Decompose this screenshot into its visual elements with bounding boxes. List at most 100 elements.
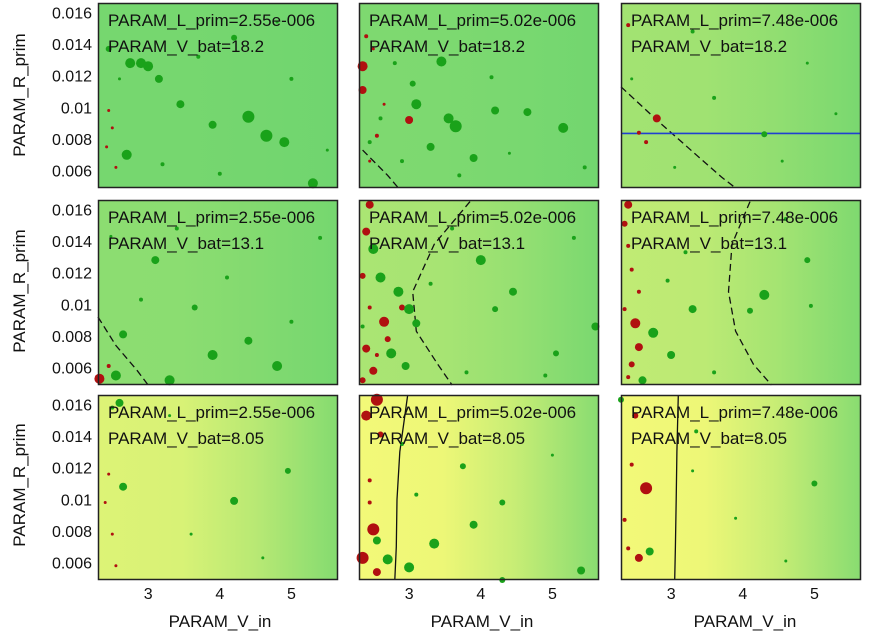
panel-background (98, 3, 338, 188)
failing-point (359, 377, 366, 384)
x-axis-label-col-2: PARAM_V_in (431, 612, 534, 631)
y-tick-label: 0.006 (52, 556, 92, 573)
passing-point (217, 171, 222, 176)
panel-r2-c3: PARAM_L_prim=7.48e-006 PARAM_V_bat=13.1 (620, 199, 862, 386)
passing-point (230, 496, 239, 505)
y-tick-label: 0.01 (61, 100, 92, 117)
failing-point (367, 305, 372, 310)
passing-point (712, 95, 717, 100)
panel-background (621, 200, 861, 385)
passing-point (747, 307, 753, 314)
passing-point (469, 520, 478, 529)
panel-label-v-bat: PARAM_V_bat=18.2 (369, 37, 525, 56)
failing-point (634, 343, 643, 352)
panel-label-v-bat: PARAM_V_bat=13.1 (108, 234, 264, 253)
failing-point (371, 47, 375, 51)
failing-point (630, 318, 641, 329)
passing-point (712, 370, 717, 375)
y-axis-label-row-3: PARAM_R_prim (10, 423, 29, 546)
panel-background (359, 3, 599, 188)
passing-point (688, 305, 697, 314)
failing-point (626, 23, 631, 28)
passing-point (582, 165, 587, 170)
failing-point (110, 126, 114, 130)
failing-point (629, 462, 634, 467)
passing-point (734, 516, 738, 520)
y-axis-label-row-1: PARAM_R_prim (10, 33, 29, 156)
failing-point (110, 532, 114, 536)
passing-point (151, 256, 160, 265)
failing-point (636, 289, 641, 294)
failing-point (628, 361, 635, 368)
failing-point (103, 501, 107, 504)
passing-point (667, 351, 676, 359)
panel-label-v-bat: PARAM_V_bat=18.2 (631, 37, 787, 56)
x-tick-label: 5 (548, 586, 557, 603)
x-tick-label: 5 (287, 586, 296, 603)
passing-point (492, 306, 499, 313)
passing-point (289, 76, 294, 81)
passing-point (475, 255, 486, 266)
passing-point (105, 45, 112, 52)
failing-point (370, 393, 383, 406)
panel-frame (358, 199, 600, 386)
passing-point (414, 492, 419, 497)
passing-point (176, 100, 185, 109)
x-axis-label-col-1: PARAM_V_in (169, 612, 272, 631)
y-tick-label: 0.01 (61, 297, 92, 314)
failing-point (368, 159, 372, 163)
panel-label-v-bat: PARAM_V_bat=8.05 (369, 429, 525, 448)
y-tick-label: 0.006 (52, 164, 92, 181)
failing-point (405, 116, 414, 124)
y-tick-label: 0.014 (52, 234, 92, 251)
x-tick-label: 3 (405, 586, 414, 603)
passing-point (489, 75, 494, 80)
panel-label-l-prim: PARAM_L_prim=5.02e-006 (369, 208, 576, 227)
failing-point (369, 366, 378, 375)
panel-frame (620, 199, 862, 386)
passing-point (571, 235, 576, 240)
passing-point (168, 414, 172, 418)
passing-point (783, 217, 788, 221)
panel-frame (97, 394, 339, 581)
y-tick-label: 0.014 (52, 37, 92, 54)
x-tick-label: 4 (738, 586, 747, 603)
panel-r3-c2: PARAM_L_prim=5.02e-006 PARAM_V_bat=8.05 3 4… (356, 393, 600, 603)
passing-point (392, 61, 397, 66)
passing-point (400, 442, 404, 446)
panel-label-v-bat: PARAM_V_bat=13.1 (369, 234, 525, 253)
failing-point (626, 243, 631, 248)
passing-point (694, 429, 699, 434)
failing-point (362, 227, 371, 236)
passing-point (125, 58, 136, 69)
failing-point (364, 34, 369, 39)
failing-point (105, 145, 109, 149)
failing-point (367, 478, 372, 483)
failing-point (367, 523, 380, 536)
y-tick-label: 0.008 (52, 329, 92, 346)
passing-point (665, 278, 670, 283)
y-tick-label: 0.016 (52, 397, 92, 414)
passing-point (411, 99, 422, 110)
passing-point (401, 362, 410, 370)
passing-point (360, 324, 365, 329)
passing-point (109, 234, 113, 238)
y-tick-label: 0.006 (52, 361, 92, 378)
failing-point (107, 472, 111, 476)
passing-point (367, 140, 372, 145)
panel-r2-c1: PARAM_L_prim=2.55e-006 PARAM_V_bat=13.1 0.… (52, 199, 339, 386)
panel-frame (97, 2, 339, 189)
panel-label-v-bat: PARAM_V_bat=8.05 (631, 429, 787, 448)
panel-background (621, 395, 861, 580)
panel-frame (620, 2, 862, 189)
passing-point (499, 499, 506, 506)
panel-background (98, 200, 338, 385)
panel-frame (97, 199, 339, 386)
contour-line (620, 86, 736, 189)
passing-point (553, 350, 559, 357)
failing-point (652, 114, 661, 123)
passing-point (412, 319, 421, 328)
passing-point (426, 142, 435, 151)
passing-point (119, 482, 128, 491)
panel-label-v-bat: PARAM_V_bat=18.2 (108, 37, 264, 56)
